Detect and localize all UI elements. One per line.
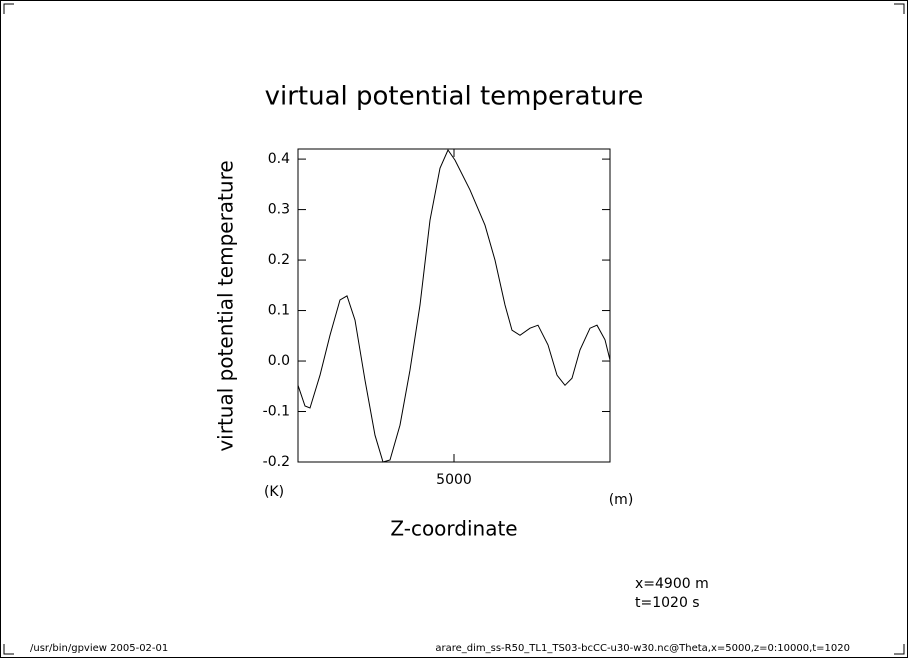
data-line: [297, 148, 611, 463]
annotation: t=1020 s: [635, 595, 700, 611]
y-tick-label: 0.0: [268, 353, 290, 369]
footer-right: arare_dim_ss-R50_TL1_TS03-bcCC-u30-w30.n…: [435, 643, 850, 654]
x-tick-label: 5000: [436, 472, 472, 488]
y-tick-label: -0.1: [263, 404, 290, 420]
x-unit: (m): [609, 492, 634, 508]
plot-frame: [297, 148, 611, 463]
corner-marks: [3, 3, 905, 655]
y-tick-label: 0.3: [268, 202, 290, 218]
footer-left: /usr/bin/gpview 2005-02-01: [30, 643, 168, 654]
y-tick-label: 0.4: [268, 151, 290, 167]
y-axis-label: virtual potential temperature: [214, 160, 238, 451]
y-tick-label: 0.1: [268, 303, 290, 319]
annotation: x=4900 m: [635, 576, 709, 592]
x-axis-label: Z-coordinate: [390, 517, 517, 541]
chart-title: virtual potential temperature: [265, 82, 644, 112]
y-unit: (K): [264, 484, 284, 500]
y-tick-label: -0.2: [263, 454, 290, 470]
y-tick-label: 0.2: [268, 252, 290, 268]
